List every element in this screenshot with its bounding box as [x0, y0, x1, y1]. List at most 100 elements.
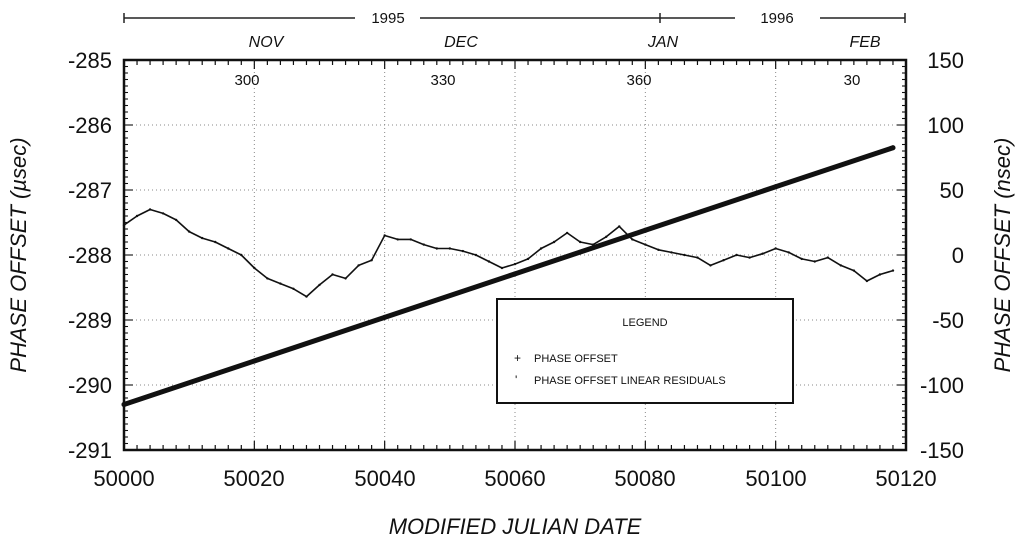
residuals-point — [409, 238, 412, 241]
left-y-tick-label: -289 — [68, 308, 112, 333]
residuals-point — [683, 253, 686, 257]
phase-offset-point — [121, 402, 127, 407]
residuals-point — [813, 260, 816, 263]
right-y-tick-label: -100 — [920, 373, 964, 398]
residuals-point — [266, 277, 269, 280]
residuals-point — [122, 223, 126, 227]
year-label-1996: 1996 — [760, 10, 793, 27]
x-tick-label: 50020 — [223, 466, 284, 491]
month-label-jan: JAN — [647, 34, 679, 51]
residuals-point — [787, 251, 790, 254]
x-axis-title: MODIFIED JULIAN DATE — [389, 514, 642, 539]
residuals-point — [396, 238, 399, 241]
residuals-point — [539, 247, 543, 250]
residuals-point — [474, 253, 478, 257]
left-y-tick-label: -285 — [68, 48, 112, 73]
day-of-year-labels: 300 330 360 30 — [234, 72, 860, 89]
legend-title: LEGEND — [622, 317, 667, 329]
phase-offset-point — [773, 184, 779, 190]
residuals-point — [839, 264, 843, 267]
left-y-tick-label: -291 — [68, 438, 112, 463]
residuals-point — [174, 218, 178, 222]
residuals-point — [344, 277, 347, 280]
left-y-tick-labels: -285 -286 -287 -288 -289 -290 -291 — [68, 48, 112, 463]
residuals-point — [605, 235, 608, 238]
phase-offset-point — [642, 227, 648, 233]
x-tick-label: 50000 — [93, 466, 154, 491]
legend: LEGEND + PHASE OFFSET ' PHASE OFFSET LIN… — [496, 298, 794, 404]
residuals-point — [696, 256, 699, 259]
residuals-point — [448, 247, 452, 250]
residuals-point — [135, 214, 139, 218]
month-labels: NOV DEC JAN FEB — [249, 34, 881, 51]
residuals-point — [800, 257, 803, 261]
residuals-point — [161, 212, 165, 215]
residuals-point — [240, 253, 243, 257]
residuals-point — [644, 243, 647, 246]
residuals-point — [891, 269, 895, 272]
residuals-point — [513, 262, 517, 266]
residuals-point — [422, 243, 425, 246]
residuals-point — [670, 251, 673, 254]
x-tick-label: 50080 — [614, 466, 675, 491]
residuals-point — [709, 264, 712, 267]
residuals-point — [592, 243, 595, 246]
residuals-point — [370, 259, 373, 262]
residuals-point — [618, 225, 621, 228]
legend-entry-phase-offset: PHASE OFFSET — [534, 353, 618, 365]
left-y-tick-label: -288 — [68, 243, 112, 268]
residuals-point — [331, 273, 334, 276]
phase-offset-point — [512, 271, 518, 277]
residuals-point — [526, 257, 530, 261]
x-tick-label: 50040 — [354, 466, 415, 491]
residuals-point — [735, 253, 738, 257]
legend-box — [496, 298, 794, 404]
right-y-tick-labels: 150 100 50 0 -50 -100 -150 — [920, 48, 964, 463]
residuals-point — [292, 287, 295, 290]
residuals-point — [201, 236, 204, 240]
residuals-point — [435, 247, 438, 250]
doy-label-30: 30 — [844, 72, 861, 89]
residuals-point — [774, 247, 777, 250]
residuals-point — [552, 240, 556, 244]
left-y-tick-label: -286 — [68, 113, 112, 138]
legend-marker-residuals: ' — [515, 373, 517, 387]
residuals-point — [357, 264, 360, 267]
right-y-tick-label: 0 — [952, 243, 964, 268]
right-y-tick-label: 100 — [927, 113, 964, 138]
year-label-1995: 1995 — [371, 10, 404, 27]
doy-label-300: 300 — [234, 72, 259, 89]
right-y-axis-title: PHASE OFFSET (nsec) — [990, 138, 1015, 373]
residuals-point — [722, 259, 725, 262]
month-label-feb: FEB — [849, 34, 880, 51]
right-y-tick-label: 150 — [927, 48, 964, 73]
residuals-point — [253, 266, 256, 270]
right-y-tick-label: 50 — [940, 178, 964, 203]
residuals-point — [631, 238, 634, 241]
residuals-point — [148, 208, 152, 211]
right-y-tick-label: -50 — [932, 308, 964, 333]
x-tick-label: 50120 — [875, 466, 936, 491]
residuals-point — [279, 282, 282, 285]
right-y-tick-label: -150 — [920, 438, 964, 463]
residuals-point — [826, 256, 829, 259]
phase-offset-series — [121, 145, 896, 407]
residuals-point — [500, 266, 504, 270]
phase-offset-residuals-series — [122, 208, 895, 298]
residuals-point — [565, 231, 569, 235]
x-tick-labels: 50000 50020 50040 50060 50080 50100 5012… — [93, 466, 936, 491]
tick-marks — [123, 59, 907, 451]
phase-offset-point — [382, 314, 388, 320]
legend-entry-residuals: PHASE OFFSET LINEAR RESIDUALS — [534, 375, 726, 387]
month-label-dec: DEC — [444, 34, 478, 51]
residuals-line — [123, 208, 894, 298]
residuals-point — [657, 248, 660, 251]
x-tick-label: 50100 — [745, 466, 806, 491]
legend-marker-phase-offset: + — [514, 351, 521, 365]
left-y-tick-label: -287 — [68, 178, 112, 203]
residuals-point — [214, 240, 217, 244]
residuals-point — [748, 256, 751, 259]
phase-offset-point — [890, 145, 896, 151]
residuals-point — [227, 247, 230, 250]
